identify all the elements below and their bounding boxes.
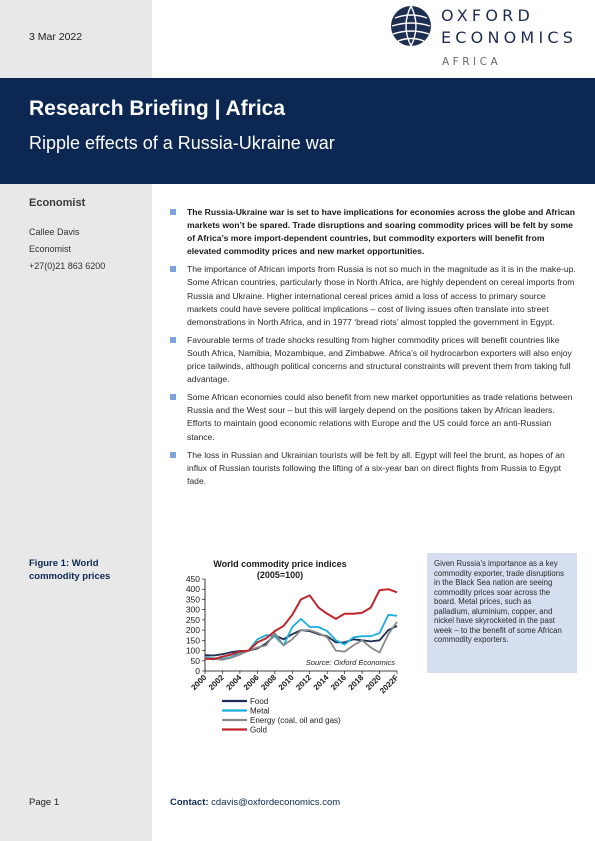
x-tick-label: 2002	[207, 673, 226, 692]
y-tick-label: 250	[186, 615, 200, 625]
publication-date: 3 Mar 2022	[29, 31, 83, 43]
list-item-text: The loss in Russian and Ukrainian touris…	[187, 449, 565, 486]
y-tick-label: 100	[186, 646, 200, 656]
chart-title: World commodity price indices	[213, 559, 346, 569]
legend-label: Gold	[250, 726, 267, 735]
list-item-text: The importance of African imports from R…	[187, 264, 576, 327]
commodity-chart-svg: World commodity price indices(2005=100) 0…	[186, 559, 401, 735]
x-tick-label: 2016	[329, 673, 348, 692]
bullet-square-icon	[170, 336, 176, 343]
x-tick-label: 2014	[312, 673, 331, 692]
globe-icon	[391, 5, 431, 47]
author-phone: +27(0)21 863 6200	[29, 261, 106, 271]
logo-region: AFRICA	[442, 56, 502, 68]
x-tick-label: 2006	[242, 673, 261, 692]
x-tick-label: 2022F	[378, 673, 400, 695]
y-tick-label: 50	[191, 656, 201, 666]
list-item: Some African economies could also benefi…	[170, 391, 578, 443]
y-tick-label: 450	[186, 574, 200, 584]
commodity-chart: World commodity price indices (2005=100) 0…	[165, 555, 415, 745]
list-item: Favourable terms of trade shocks resulti…	[170, 334, 578, 386]
series-line-gold	[204, 588, 398, 661]
bullet-square-icon	[170, 394, 176, 401]
contact-line: Contact: cdavis@oxfordeconomics.com	[170, 797, 340, 808]
y-tick-label: 200	[186, 625, 200, 635]
x-tick-label: 2000	[189, 673, 208, 692]
page-subtitle: Ripple effects of a Russia-Ukraine war	[29, 133, 335, 153]
bullet-square-icon	[170, 451, 176, 458]
logo-line-oxford: OXFORD	[441, 6, 534, 25]
author-title: Economist	[29, 244, 72, 254]
list-item-text: Favourable terms of trade shocks resulti…	[187, 334, 572, 385]
y-tick-label: 150	[186, 635, 200, 645]
title-banner: Research Briefing | Africa Ripple effect…	[0, 78, 595, 184]
list-item: The importance of African imports from R…	[170, 263, 578, 328]
y-tick-label: 400	[186, 584, 200, 594]
legend-label: Metal	[250, 707, 270, 716]
figure-label: Figure 1: World commodity prices	[29, 558, 111, 582]
chart-subtitle: (2005=100)	[257, 570, 303, 580]
x-tick-label: 2010	[277, 673, 296, 692]
y-tick-label: 300	[186, 605, 200, 615]
key-points-list: The Russia-Ukraine war is set to have im…	[170, 206, 578, 493]
x-tick-label: 2012	[294, 673, 313, 692]
legend-label: Energy (coal, oil and gas)	[250, 716, 341, 725]
author-role-heading: Economist	[29, 197, 86, 209]
page-title: Research Briefing | Africa	[29, 97, 286, 120]
x-tick-label: 2004	[224, 673, 243, 692]
page-number: Page 1	[29, 797, 60, 808]
bullet-square-icon	[170, 266, 176, 273]
logo-line-economics: ECONOMICS	[441, 28, 578, 47]
x-tick-label: 2008	[259, 673, 278, 692]
bullet-square-icon	[170, 209, 176, 215]
legend-label: Food	[250, 697, 268, 706]
series-line-energy	[204, 621, 398, 661]
chart-callout: Given Russia’s importance as a key commo…	[427, 553, 577, 673]
list-item-text: The Russia-Ukraine war is set to have im…	[187, 207, 575, 257]
list-item: The Russia-Ukraine war is set to have im…	[170, 206, 578, 258]
list-item-text: Some African economies could also benefi…	[187, 392, 573, 442]
series-line-metal	[204, 613, 398, 660]
y-tick-label: 0	[195, 666, 200, 676]
contact-email-link[interactable]: cdavis@oxfordeconomics.com	[211, 797, 341, 808]
x-tick-label: 2018	[347, 673, 366, 692]
chart-source: Source: Oxford Economics	[306, 658, 395, 667]
contact-label: Contact:	[170, 797, 209, 808]
oxford-economics-logo: OXFORD ECONOMICS AFRICA	[389, 4, 589, 74]
y-tick-label: 350	[186, 594, 200, 604]
list-item: The loss in Russian and Ukrainian touris…	[170, 449, 578, 488]
author-name: Callee Davis	[29, 227, 80, 237]
